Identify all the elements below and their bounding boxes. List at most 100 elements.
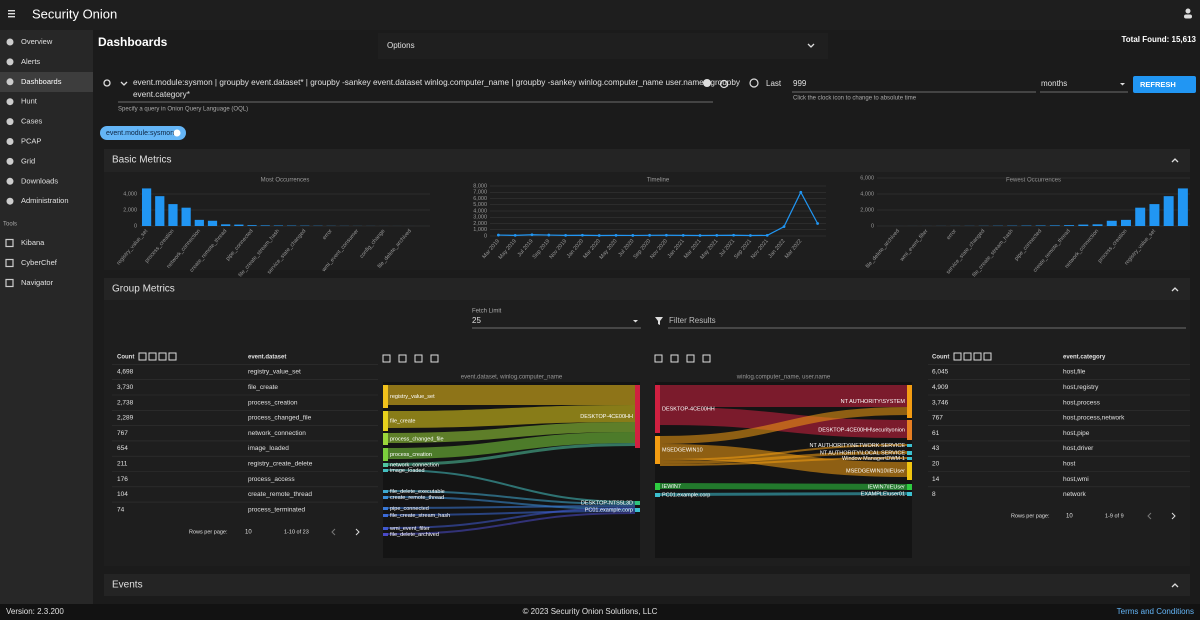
unit-select[interactable]: months bbox=[1041, 79, 1067, 88]
next-page[interactable] bbox=[1171, 512, 1176, 520]
cell: 767 bbox=[932, 415, 943, 422]
sankey-label: file_create bbox=[390, 418, 415, 424]
options-label[interactable]: Options bbox=[387, 41, 415, 50]
sankey-tool[interactable] bbox=[654, 354, 663, 363]
chip-close[interactable] bbox=[173, 129, 181, 137]
nav-item[interactable]: Navigator bbox=[21, 278, 54, 287]
table-tool[interactable] bbox=[973, 352, 982, 361]
next-page[interactable] bbox=[355, 528, 360, 536]
sankey-tool[interactable] bbox=[430, 354, 439, 363]
point bbox=[681, 233, 685, 237]
nav-item[interactable]: Grid bbox=[21, 156, 35, 165]
clear-icon[interactable] bbox=[703, 79, 711, 87]
cell: 211 bbox=[117, 461, 128, 468]
sankey-label: file_create_stream_hash bbox=[390, 513, 450, 519]
sankey-label: process_changed_file bbox=[390, 436, 444, 442]
y-tick-label: 5,000 bbox=[473, 202, 487, 208]
nav-item[interactable]: Dashboards bbox=[21, 77, 62, 86]
sankey-link bbox=[387, 510, 636, 516]
section-header[interactable] bbox=[104, 149, 1190, 172]
nav-item[interactable]: PCAP bbox=[21, 136, 41, 145]
fetch-arrow[interactable] bbox=[633, 320, 638, 323]
y-tick-label: 4,000 bbox=[860, 191, 874, 197]
copyright[interactable]: © 2023 Security Onion Solutions, LLC bbox=[523, 607, 658, 616]
rows-per-page-label: Rows per page: bbox=[1011, 513, 1050, 519]
sankey-tool[interactable] bbox=[398, 354, 407, 363]
last-value[interactable]: 999 bbox=[793, 79, 807, 88]
bar bbox=[1078, 224, 1089, 226]
sankey-label: registry_value_set bbox=[390, 394, 435, 400]
sankey-link bbox=[387, 443, 636, 466]
cell: 104 bbox=[117, 491, 128, 498]
sankey-label: NT AUTHORITY\NETWORK SERVICE bbox=[810, 443, 906, 449]
refresh-label[interactable]: REFRESH bbox=[1140, 80, 1176, 89]
section-header[interactable] bbox=[104, 278, 1190, 300]
fetch-value[interactable]: 25 bbox=[472, 316, 481, 325]
filter-chip[interactable] bbox=[100, 126, 186, 140]
target-icon[interactable] bbox=[719, 79, 729, 89]
sankey-tool[interactable] bbox=[702, 354, 711, 363]
table-tool[interactable] bbox=[983, 352, 992, 361]
y-tick-label: 1,000 bbox=[473, 227, 487, 233]
filter-input[interactable]: Filter Results bbox=[669, 316, 716, 325]
chip-label[interactable]: event.module:sysmon bbox=[106, 130, 174, 137]
sankey-tool[interactable] bbox=[670, 354, 679, 363]
prev-page[interactable] bbox=[1147, 512, 1152, 520]
sankey-label: PC01.example.corp bbox=[662, 492, 710, 498]
collapse[interactable] bbox=[1171, 158, 1179, 163]
bar bbox=[1049, 225, 1060, 226]
table-tool[interactable] bbox=[148, 352, 157, 361]
nav-item[interactable]: Downloads bbox=[21, 176, 58, 185]
section-header[interactable] bbox=[104, 574, 1190, 596]
total-found: Total Found: 15,613 bbox=[1121, 35, 1196, 44]
sankey-node bbox=[383, 527, 388, 530]
nav-item[interactable]: Administration bbox=[21, 196, 69, 205]
nav-item[interactable]: Hunt bbox=[21, 97, 38, 106]
point bbox=[648, 233, 651, 237]
unit-arrow[interactable] bbox=[1120, 83, 1125, 86]
sankey-label: DESKTOP-4CE00HH\securityonion bbox=[818, 427, 905, 433]
cell: 43 bbox=[932, 445, 940, 452]
table-tool[interactable] bbox=[158, 352, 167, 361]
collapse[interactable] bbox=[1171, 287, 1179, 292]
cell: host bbox=[1063, 461, 1075, 468]
cell: 61 bbox=[932, 430, 940, 437]
nav-icon bbox=[6, 78, 14, 86]
y-tick-label: 6,000 bbox=[860, 175, 874, 181]
options-chevron[interactable] bbox=[807, 43, 815, 48]
rows-per-page[interactable]: 10 bbox=[1066, 514, 1073, 520]
nav-item[interactable]: Kibana bbox=[21, 238, 45, 247]
nav-item[interactable]: CyberChef bbox=[21, 258, 58, 267]
options-panel[interactable] bbox=[378, 33, 828, 59]
sankey-node bbox=[383, 533, 388, 536]
query-line[interactable]: event.module:sysmon | groupby event.data… bbox=[133, 78, 741, 87]
sankey-tool[interactable] bbox=[686, 354, 695, 363]
refresh-button[interactable] bbox=[1133, 76, 1196, 93]
sankey-label: IEWIN7 bbox=[662, 484, 681, 490]
sankey-node bbox=[383, 469, 388, 472]
nav-item[interactable]: Alerts bbox=[21, 57, 40, 66]
sankey-node bbox=[383, 385, 388, 408]
nav-item[interactable]: Overview bbox=[21, 37, 53, 46]
table-tool[interactable] bbox=[168, 352, 177, 361]
sankey-tool[interactable] bbox=[382, 354, 391, 363]
table-tool[interactable] bbox=[138, 352, 147, 361]
user-icon[interactable] bbox=[1184, 8, 1192, 19]
sankey-node bbox=[383, 496, 388, 499]
menu-icon[interactable] bbox=[8, 10, 15, 18]
table-tool[interactable] bbox=[953, 352, 962, 361]
collapse[interactable] bbox=[1171, 583, 1179, 588]
rows-per-page[interactable]: 10 bbox=[245, 530, 252, 536]
table-tool[interactable] bbox=[963, 352, 972, 361]
sankey-link bbox=[387, 422, 636, 443]
column-header: event.dataset bbox=[248, 355, 286, 361]
terms-link[interactable]: Terms and Conditions bbox=[1117, 607, 1194, 616]
y-tick-label: 6,000 bbox=[473, 196, 487, 202]
sankey-node bbox=[907, 457, 912, 460]
prev-page[interactable] bbox=[331, 528, 336, 536]
sankey-tool[interactable] bbox=[414, 354, 423, 363]
query-menu[interactable] bbox=[120, 81, 128, 86]
clock-icon[interactable] bbox=[749, 78, 759, 88]
nav-item[interactable]: Cases bbox=[21, 117, 43, 126]
query-line[interactable]: event.category* bbox=[133, 90, 191, 99]
